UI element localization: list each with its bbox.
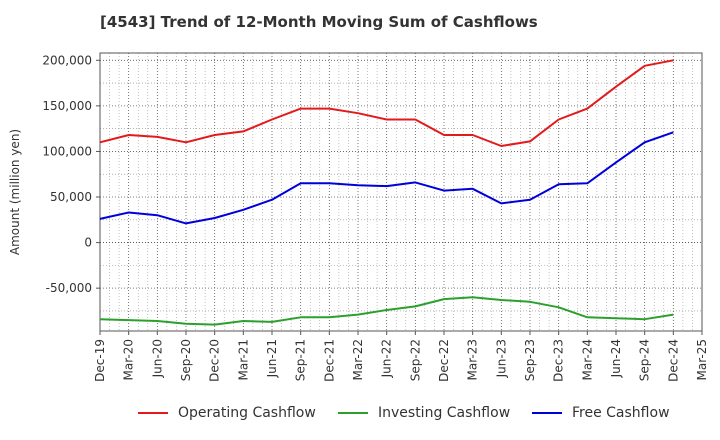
legend-item: Operating Cashflow [138, 405, 316, 421]
x-tick-label: Mar-24 [580, 339, 594, 380]
y-tick-label: 50,000 [50, 190, 92, 204]
series-line-operating-cashflow [99, 59, 674, 147]
x-tick-label: Mar-22 [351, 339, 365, 380]
x-tick-label: Sep-21 [294, 339, 308, 381]
legend-label: Operating Cashflow [178, 405, 316, 421]
legend-swatch [138, 412, 168, 414]
legend-label: Investing Cashflow [378, 405, 511, 421]
legend-label: Free Cashflow [572, 405, 670, 421]
legend-swatch [532, 412, 562, 414]
chart-legend: Operating Cashflow Investing Cashflow Free… [0, 405, 720, 427]
x-tick-label: Dec-24 [666, 339, 680, 382]
y-tick-label: -50,000 [46, 281, 92, 295]
plot-frame [99, 52, 703, 332]
x-tick-label: Jun-22 [380, 339, 394, 378]
x-tick-label: Mar-21 [236, 339, 250, 380]
x-tick-label: Dec-23 [552, 339, 566, 382]
series-line-free-cashflow [99, 131, 674, 225]
x-tick-label: Dec-19 [93, 339, 107, 382]
x-tick-label: Mar-25 [695, 339, 709, 380]
plot-area [100, 53, 702, 331]
x-tick-label: Sep-22 [408, 339, 422, 381]
x-tick-label: Dec-20 [208, 339, 222, 382]
x-tick-label: Mar-23 [466, 339, 480, 380]
x-tick-label: Sep-24 [638, 339, 652, 381]
x-tick-label: Sep-20 [179, 339, 193, 381]
y-tick-label: 200,000 [42, 53, 92, 67]
y-axis-label: Amount (million yen) [8, 129, 22, 255]
x-tick-label: Jun-24 [609, 339, 623, 378]
y-tick-label: 100,000 [42, 144, 92, 158]
x-tick-label: Jun-21 [265, 339, 279, 378]
y-tick-label: 0 [84, 236, 92, 250]
x-tick-label: Sep-23 [523, 339, 537, 381]
chart-title: [4543] Trend of 12-Month Moving Sum of C… [100, 13, 538, 31]
x-tick-label: Jun-23 [494, 339, 508, 378]
y-tick-label: 150,000 [42, 99, 92, 113]
x-tick-label: Dec-21 [322, 339, 336, 382]
legend-swatch [338, 412, 368, 414]
x-tick-label: Mar-20 [122, 339, 136, 380]
legend-item: Free Cashflow [532, 405, 670, 421]
x-tick-label: Dec-22 [437, 339, 451, 382]
series-line-investing-cashflow [99, 296, 674, 326]
legend-item: Investing Cashflow [338, 405, 510, 421]
x-tick-label: Jun-20 [150, 339, 164, 378]
